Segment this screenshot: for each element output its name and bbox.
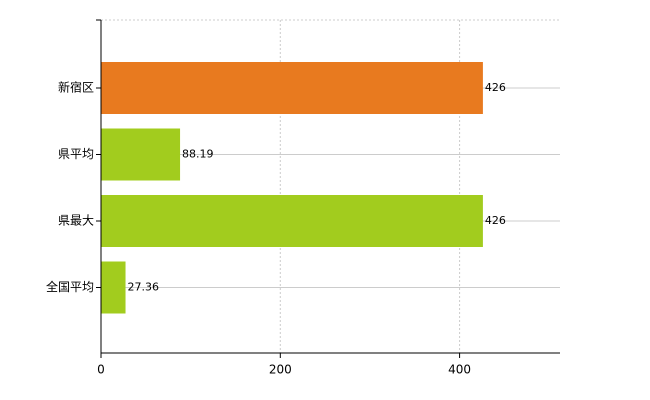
y-tick-label: 県平均 — [58, 147, 94, 161]
value-label: 88.19 — [182, 148, 214, 161]
bar — [101, 62, 483, 114]
x-tick-label: 0 — [97, 363, 105, 377]
value-label: 27.36 — [128, 281, 159, 294]
y-tick-label: 県最大 — [58, 214, 94, 228]
x-tick-label: 200 — [269, 363, 292, 377]
y-tick-label: 全国平均 — [46, 279, 94, 294]
x-tick-label: 400 — [448, 363, 471, 377]
value-label: 426 — [485, 81, 506, 94]
value-label: 426 — [485, 214, 506, 227]
bar — [101, 128, 181, 181]
bar — [101, 195, 483, 247]
bar — [101, 261, 126, 314]
y-tick-label: 新宿区 — [58, 80, 94, 95]
